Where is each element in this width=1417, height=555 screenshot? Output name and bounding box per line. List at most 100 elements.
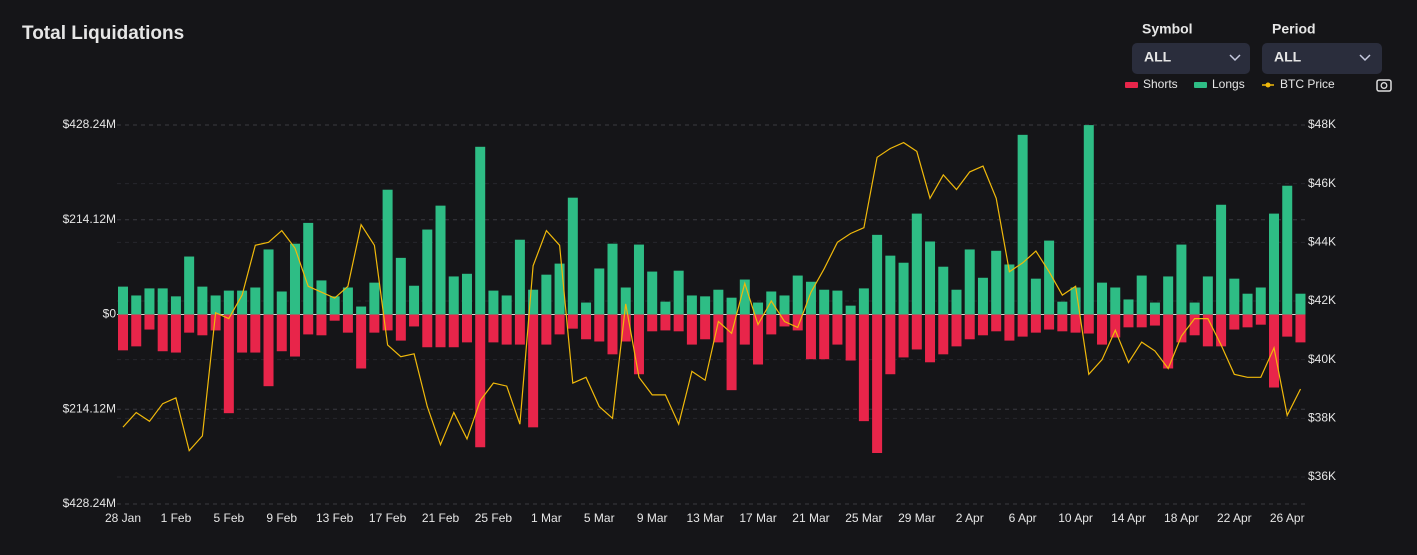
bar (237, 290, 248, 315)
bar (925, 241, 936, 315)
dropdown-value[interactable]: ALL (1144, 49, 1172, 65)
period-label: Period (1272, 21, 1316, 37)
bar (435, 205, 446, 315)
dropdown-value[interactable]: ALL (1274, 49, 1302, 65)
bar (342, 314, 353, 333)
bar (1097, 282, 1108, 315)
bar (118, 314, 128, 351)
bar (131, 295, 142, 315)
bar (382, 314, 393, 331)
bar (1216, 204, 1227, 315)
y-tick-label: $0 (103, 307, 117, 321)
bar (541, 274, 552, 315)
bar (250, 287, 261, 315)
bar (607, 243, 618, 315)
legend-label: Shorts (1143, 77, 1178, 91)
bar (977, 277, 988, 315)
bar (898, 314, 909, 358)
bar (647, 314, 658, 332)
bar (885, 314, 896, 375)
bar (1295, 314, 1306, 343)
bar (210, 295, 221, 315)
bar (1202, 276, 1213, 315)
period-dropdown[interactable]: ALL (1262, 43, 1382, 74)
bar (1097, 314, 1108, 345)
dropdown-box[interactable] (1132, 43, 1250, 74)
bar (911, 314, 922, 350)
legend-label: Longs (1212, 77, 1245, 91)
x-tick-label: 17 Mar (739, 511, 776, 525)
x-tick-label: 21 Mar (792, 511, 829, 525)
bar (1189, 302, 1200, 315)
bar (422, 314, 433, 348)
bar (581, 302, 592, 315)
bar (1229, 314, 1240, 330)
chevron[interactable] (1229, 54, 1241, 62)
bar (223, 314, 234, 414)
bar (157, 288, 168, 315)
dropdown-box[interactable] (1262, 43, 1382, 74)
bar (700, 314, 711, 340)
bar (1004, 314, 1015, 341)
bar (488, 314, 499, 343)
camera-lens[interactable] (1380, 82, 1388, 89)
camera-body[interactable] (1376, 79, 1392, 92)
screenshot-button[interactable] (1376, 79, 1392, 92)
bar (316, 280, 327, 315)
bar (1057, 301, 1068, 315)
bar (925, 314, 936, 363)
bar (1255, 314, 1266, 325)
bar (1070, 314, 1081, 333)
bar (554, 263, 565, 315)
bar (1070, 287, 1081, 315)
bar (276, 314, 287, 352)
bar (660, 301, 671, 315)
bar (964, 249, 975, 315)
bar (395, 257, 406, 315)
symbol-dropdown[interactable]: ALL (1132, 43, 1250, 74)
bar (620, 287, 631, 315)
bar (700, 296, 711, 315)
bar (1242, 314, 1253, 328)
bar (488, 290, 499, 315)
legend-swatch (1125, 82, 1138, 88)
bar (805, 281, 816, 315)
bar (1004, 264, 1015, 315)
legend-swatch (1194, 82, 1207, 88)
bar (329, 314, 340, 321)
bar (1123, 299, 1134, 315)
bar (1017, 134, 1028, 315)
bar (567, 314, 578, 329)
bar (1229, 278, 1240, 315)
bar (713, 314, 724, 343)
x-tick-label: 1 Feb (161, 511, 192, 525)
bar (435, 314, 446, 348)
bar (475, 146, 486, 315)
bar (131, 314, 142, 347)
bar (753, 314, 764, 365)
bar (1269, 213, 1280, 315)
y2-tick-label: $38K (1308, 411, 1336, 425)
bar (991, 314, 1002, 332)
x-tick-label: 18 Apr (1164, 511, 1199, 525)
bar (898, 262, 909, 315)
chart-title: Total Liquidations (22, 23, 184, 44)
bar (845, 314, 856, 361)
bar (620, 314, 631, 342)
bar (938, 314, 949, 355)
bar (448, 276, 459, 315)
bar (1044, 240, 1055, 315)
bar (805, 314, 816, 360)
bar (845, 305, 856, 315)
bar (660, 314, 671, 331)
bar (1163, 276, 1174, 315)
bar (263, 249, 274, 315)
bar (144, 288, 155, 315)
bar (673, 270, 684, 315)
x-tick-label: 9 Feb (266, 511, 297, 525)
y2-tick-label: $40K (1308, 352, 1336, 366)
bar (1110, 314, 1121, 338)
chevron[interactable] (1359, 54, 1371, 62)
bar (1083, 125, 1094, 315)
bar (157, 314, 168, 352)
